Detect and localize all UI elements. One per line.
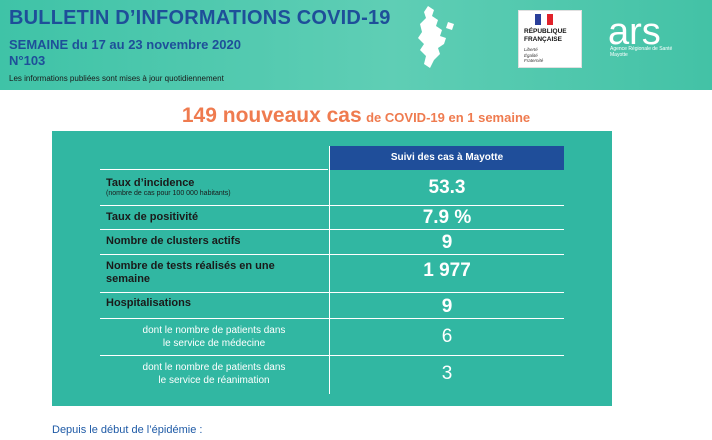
stats-panel [52, 131, 612, 406]
medecine-label: dont le nombre de patients dans [142, 325, 286, 336]
table-divider [329, 146, 330, 394]
tests-label-line-2: semaine [106, 273, 151, 285]
table-row-clusters: Nombre de clusters actifs 9 [100, 230, 564, 255]
positivity-value: 7.9 % [422, 207, 472, 228]
ars-subtitle-line-1: Agence Régionale de Santé [610, 46, 673, 52]
tests-label: Nombre de tests réalisés en une [106, 260, 275, 272]
table-row-positivity: Taux de positivité 7.9 % [100, 206, 564, 230]
rf-name-line-1: RÉPUBLIQUE [524, 28, 567, 35]
epidemic-since-start: Depuis le début de l’épidémie : [52, 424, 203, 436]
french-flag-icon [535, 14, 553, 25]
reanimation-label-line-2: le service de réanimation [158, 375, 270, 386]
clusters-value: 9 [441, 232, 453, 253]
incidence-label: Taux d’incidence [106, 177, 195, 189]
rf-motto-line-3: Fraternité [524, 58, 544, 63]
tests-value: 1 977 [423, 260, 471, 281]
reanimation-label: dont le nombre de patients dans [142, 362, 286, 373]
table-row-hospitalisations: Hospitalisations 9 [100, 293, 564, 319]
rf-name-line-2: FRANÇAISE [524, 36, 562, 43]
rf-motto-line-2: Égalité [524, 52, 538, 58]
incidence-value: 53.3 [428, 177, 466, 198]
headline: 149 nouveaux cas de COVID-19 en 1 semain… [0, 104, 712, 128]
ars-logo-text: ars [608, 11, 661, 53]
update-notice: Les informations publiées sont mises à j… [9, 74, 224, 83]
header-banner: BULLETIN D’INFORMATIONS COVID-19 SEMAINE… [0, 0, 712, 90]
ars-logo: ars [608, 11, 661, 53]
incidence-sublabel: (nombre de cas pour 100 000 habitants) [106, 190, 231, 197]
bulletin-number: N°103 [9, 53, 46, 68]
table-row-reanimation: dont le nombre de patients dans le servi… [100, 356, 564, 394]
hospitalisations-value: 9 [441, 296, 453, 317]
rf-motto-line-1: Liberté [524, 47, 538, 52]
table-header-blank [100, 146, 328, 170]
table-row-tests: Nombre de tests réalisés en une semaine … [100, 255, 564, 293]
reanimation-value: 3 [441, 363, 453, 384]
headline-suffix: de COVID-19 en 1 semaine [366, 110, 531, 125]
ars-subtitle-line-2: Mayotte [610, 52, 628, 58]
bulletin-title: BULLETIN D’INFORMATIONS COVID-19 [9, 7, 391, 29]
medecine-label-line-2: le service de médecine [162, 338, 266, 349]
table-row-incidence: Taux d’incidence (nombre de cas pour 100… [100, 171, 564, 206]
week-range: SEMAINE du 17 au 23 novembre 2020 [9, 37, 241, 52]
republique-francaise-logo: RÉPUBLIQUE FRANÇAISE Liberté Égalité Fra… [518, 10, 582, 68]
headline-new-cases: 149 nouveaux cas [181, 104, 362, 127]
table-row-medecine: dont le nombre de patients dans le servi… [100, 319, 564, 356]
table-column-header: Suivi des cas à Mayotte [330, 146, 564, 170]
positivity-label: Taux de positivité [106, 211, 199, 223]
ars-subtitle: Agence Régionale de Santé Mayotte [610, 46, 700, 58]
hospitalisations-label: Hospitalisations [106, 297, 191, 309]
medecine-value: 6 [441, 326, 453, 347]
clusters-label: Nombre de clusters actifs [106, 235, 241, 247]
mayotte-island-icon [418, 6, 454, 68]
